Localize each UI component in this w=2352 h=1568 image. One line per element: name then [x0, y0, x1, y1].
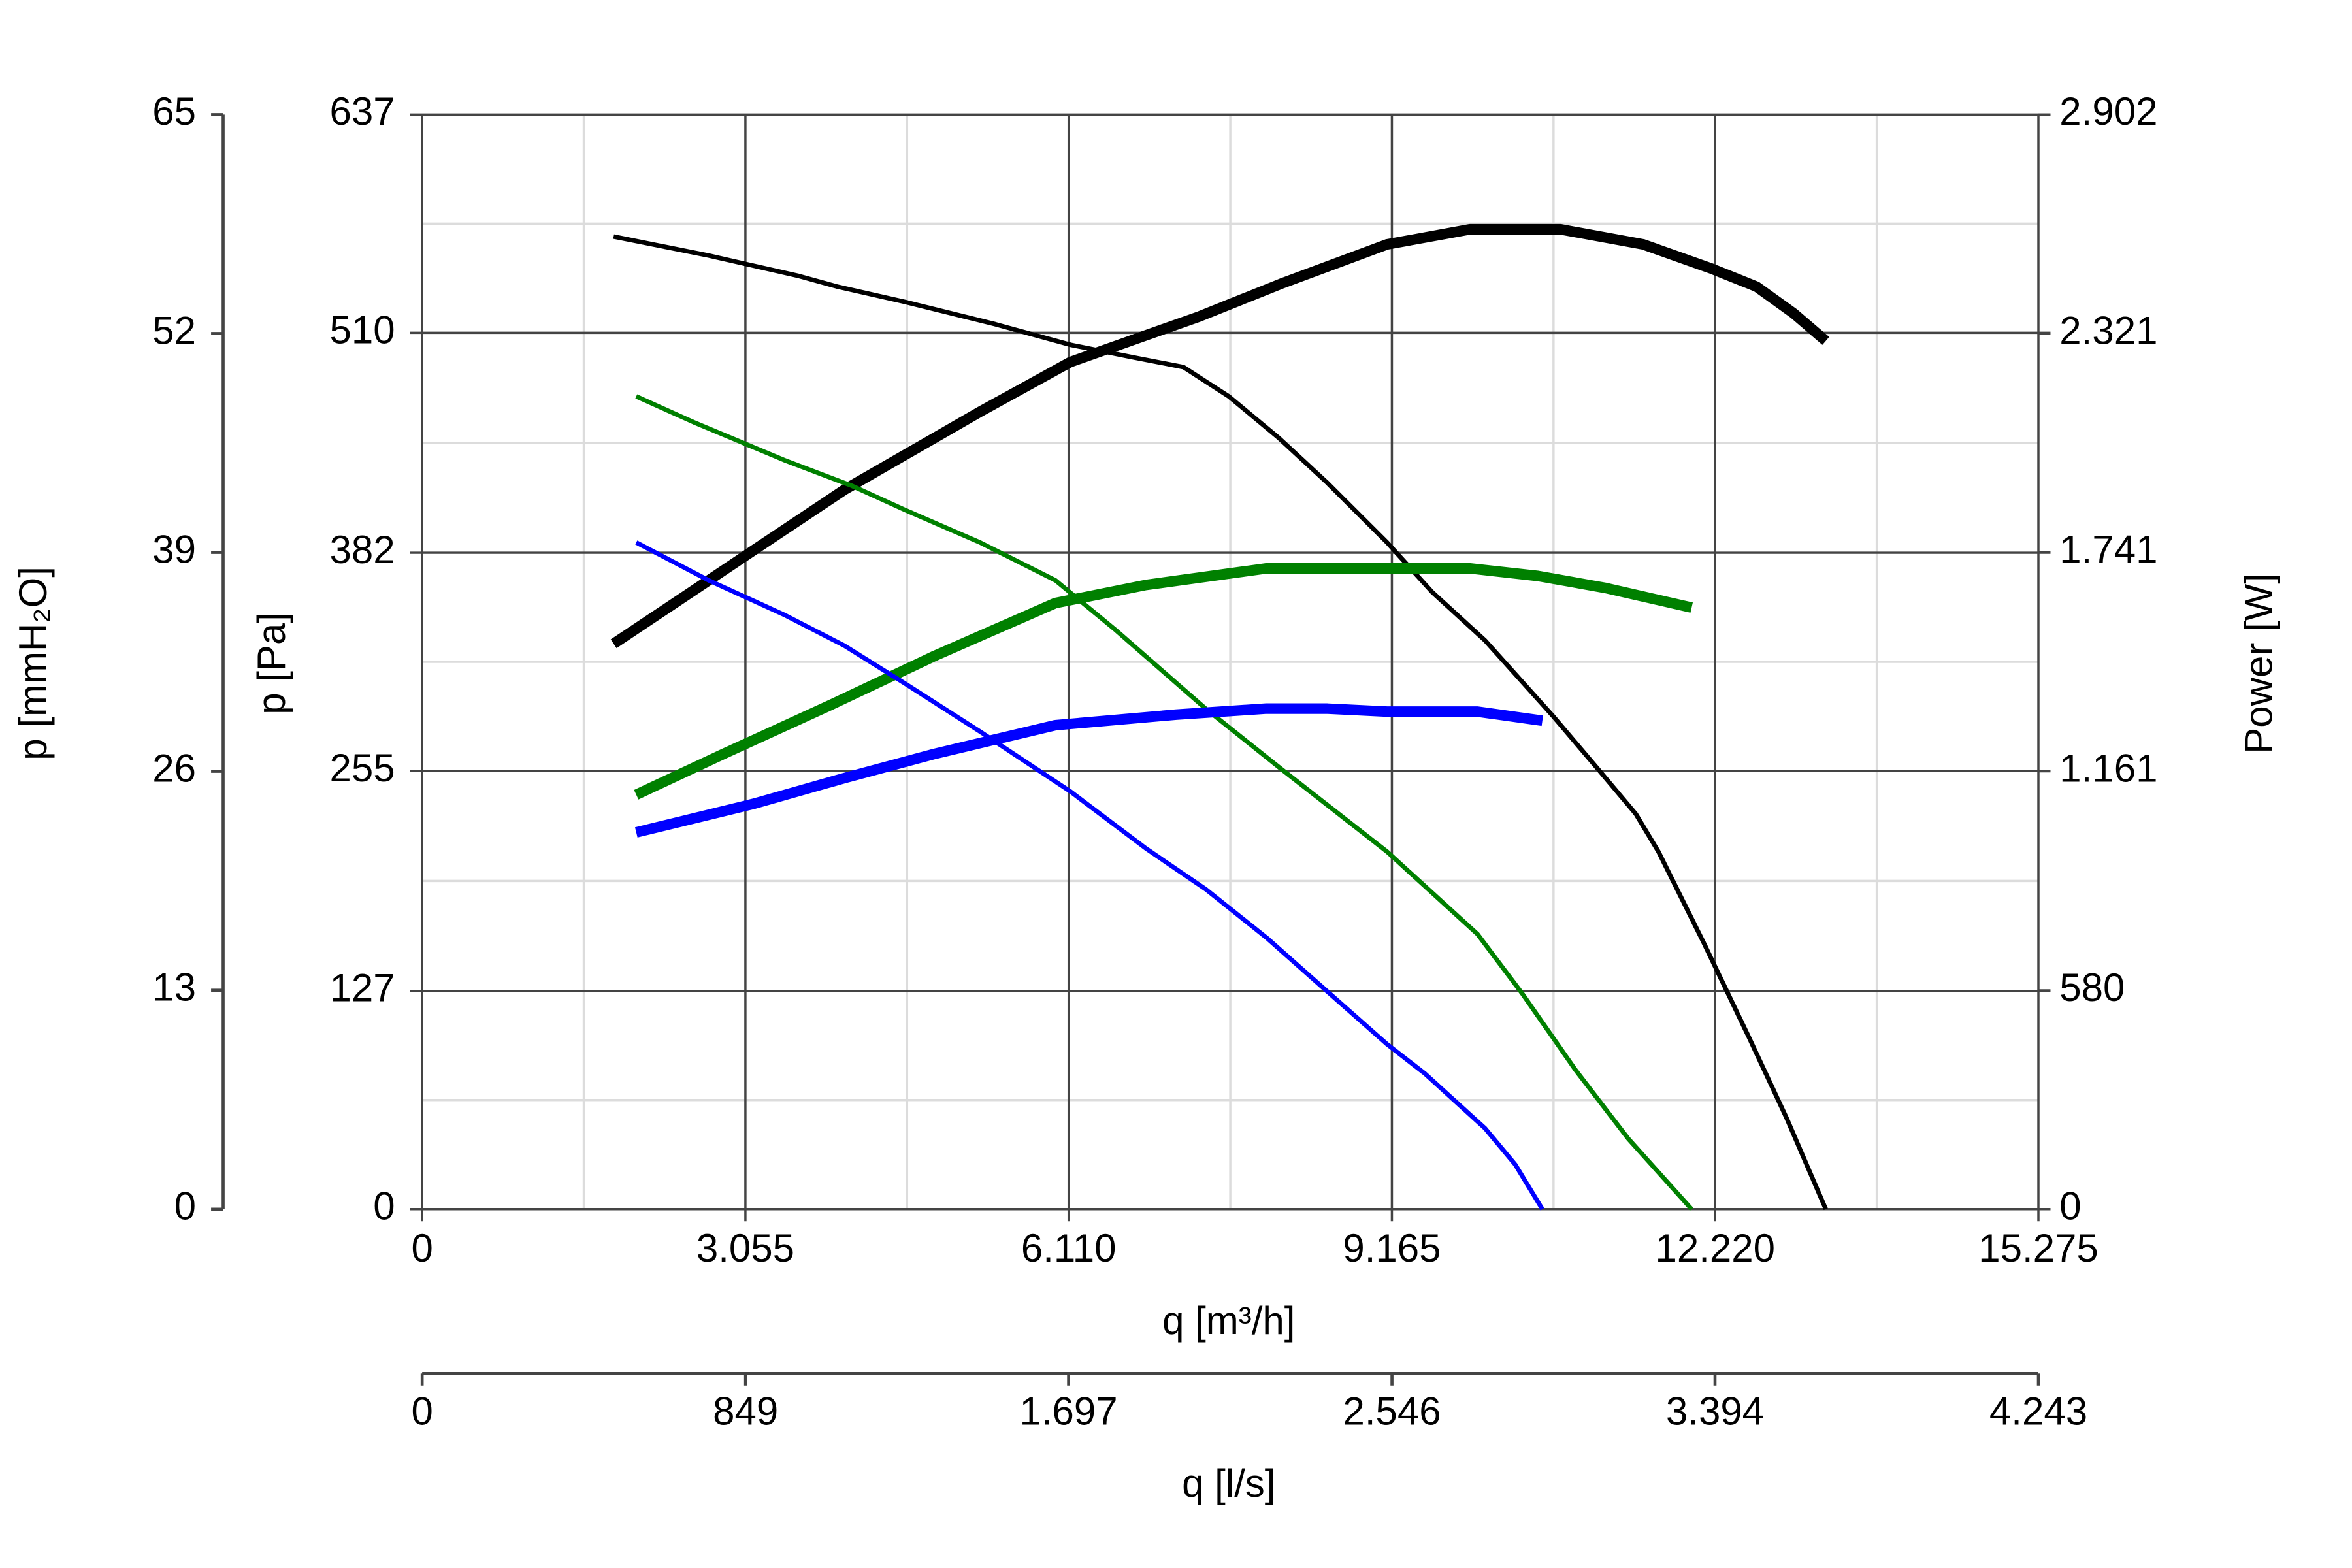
pressure-line	[635, 540, 1544, 1211]
power-line	[634, 703, 1543, 838]
y2-tick-label: 2.902	[2059, 90, 2157, 133]
x-axis-label: q [m³/h]	[1162, 1299, 1295, 1343]
y2-tick-label: 1.161	[2059, 746, 2157, 790]
y3-tick-label: 52	[152, 308, 196, 352]
y-tick-label: 255	[330, 746, 395, 790]
y-tick-label: 0	[373, 1184, 395, 1228]
x2-tick-label: 0	[411, 1389, 433, 1433]
y2-tick-label: 580	[2059, 966, 2125, 1009]
power-line	[610, 223, 1829, 649]
y-axis-label: p [Pa]	[250, 612, 293, 715]
x2-tick-label: 4.243	[1989, 1389, 2087, 1433]
x2-tick-label: 3.394	[1666, 1389, 1764, 1433]
x-tick-label: 0	[411, 1226, 433, 1270]
y3-tick-label: 0	[174, 1184, 196, 1228]
y3-axis-label: p [mmH₂O]	[11, 566, 55, 760]
pressure-line	[613, 234, 1828, 1211]
y3-tick-label: 26	[152, 746, 196, 790]
x-tick-label: 15.275	[1978, 1226, 2099, 1270]
y-tick-label: 382	[330, 528, 395, 572]
x2-tick-label: 1.697	[1019, 1389, 1117, 1433]
x-tick-label: 9.165	[1343, 1226, 1441, 1270]
x2-tick-label: 849	[713, 1389, 778, 1433]
x-tick-label: 3.055	[696, 1226, 794, 1270]
y-tick-label: 510	[330, 308, 395, 351]
y3-tick-label: 65	[152, 90, 196, 133]
y2-tick-label: 2.321	[2059, 309, 2157, 353]
y-tick-label: 127	[330, 966, 395, 1010]
y2-tick-label: 0	[2059, 1184, 2081, 1228]
pressure-line	[635, 394, 1693, 1211]
y3-tick-label: 39	[152, 527, 196, 571]
x-tick-label: 6.110	[1021, 1226, 1117, 1270]
x2-axis-label: q [l/s]	[1182, 1462, 1275, 1505]
x2-tick-label: 2.546	[1343, 1389, 1441, 1433]
power-line	[634, 563, 1693, 800]
y-tick-label: 637	[330, 90, 395, 133]
y3-tick-label: 13	[152, 966, 196, 1009]
x-tick-label: 12.220	[1655, 1226, 1775, 1270]
y2-axis-label: Power [W]	[2236, 573, 2280, 754]
y2-tick-label: 1.741	[2059, 527, 2157, 571]
